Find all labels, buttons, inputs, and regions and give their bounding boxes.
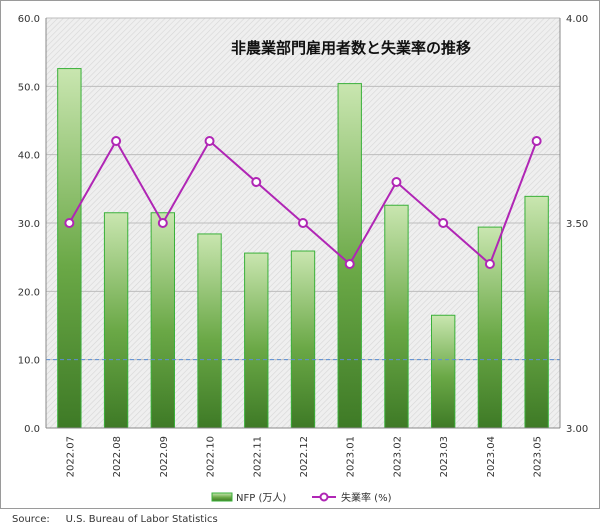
- bar-nfp: [150, 212, 176, 429]
- left-tick-label: 50.0: [18, 82, 40, 93]
- line-marker: [111, 136, 122, 146]
- line-marker: [251, 177, 262, 187]
- legend-label-unemployment: 失業率 (%): [341, 491, 392, 504]
- bar-nfp: [103, 212, 129, 429]
- bar-nfp: [384, 204, 409, 429]
- right-tick-label: 3.00: [566, 424, 588, 435]
- bar-nfp: [197, 233, 222, 429]
- line-marker: [64, 218, 75, 228]
- x-tick-label: 2022.12: [299, 436, 310, 477]
- x-tick-label: 2023.01: [346, 436, 357, 477]
- left-tick-label: 60.0: [18, 14, 40, 25]
- x-tick-label: 2023.04: [486, 436, 497, 477]
- legend-swatch-nfp: [211, 492, 233, 502]
- legend-marker-unemployment: [319, 492, 329, 502]
- x-tick-label: 2023.03: [439, 436, 450, 477]
- bar-nfp: [524, 195, 549, 429]
- left-tick-label: 30.0: [18, 219, 40, 230]
- left-tick-label: 10.0: [18, 356, 40, 367]
- legend-label-nfp: NFP (万人): [236, 492, 286, 504]
- line-marker: [531, 136, 542, 146]
- line-marker: [157, 218, 168, 228]
- x-tick-label: 2022.08: [112, 436, 123, 477]
- chart-frame: 0.0 10.0 20.0 30.0 40.0 50.0 60.0 3.00 3.50 4.00 2…: [0, 0, 600, 509]
- bar-nfp: [431, 314, 456, 429]
- line-marker: [484, 259, 495, 269]
- left-tick-label: 0.0: [24, 424, 40, 435]
- line-marker: [298, 218, 308, 228]
- bar-nfp: [57, 68, 82, 429]
- line-marker: [391, 177, 402, 187]
- right-tick-label: 4.00: [566, 14, 588, 25]
- line-marker: [204, 136, 215, 146]
- x-tick-label: 2023.05: [533, 436, 544, 477]
- source-note: Source: U.S. Bureau of Labor Statistics: [12, 514, 218, 525]
- bar-nfp: [290, 250, 316, 429]
- nfp-unemployment-chart: 0.0 10.0 20.0 30.0 40.0 50.0 60.0 3.00 3.50 4.00 2…: [18, 14, 589, 504]
- left-tick-label: 20.0: [18, 287, 40, 298]
- line-marker: [344, 259, 355, 269]
- bar-nfp: [244, 252, 269, 429]
- x-tick-label: 2022.11: [252, 436, 263, 477]
- line-marker: [438, 218, 449, 228]
- chart-title: 非農業部門雇用者数と失業率の推移: [231, 39, 471, 57]
- left-tick-label: 40.0: [18, 151, 40, 162]
- x-tick-label: 2022.07: [65, 436, 76, 477]
- x-tick-label: 2022.09: [159, 436, 170, 477]
- x-tick-label: 2022.10: [206, 436, 217, 477]
- right-tick-label: 3.50: [566, 219, 588, 230]
- x-tick-label: 2023.02: [392, 436, 403, 477]
